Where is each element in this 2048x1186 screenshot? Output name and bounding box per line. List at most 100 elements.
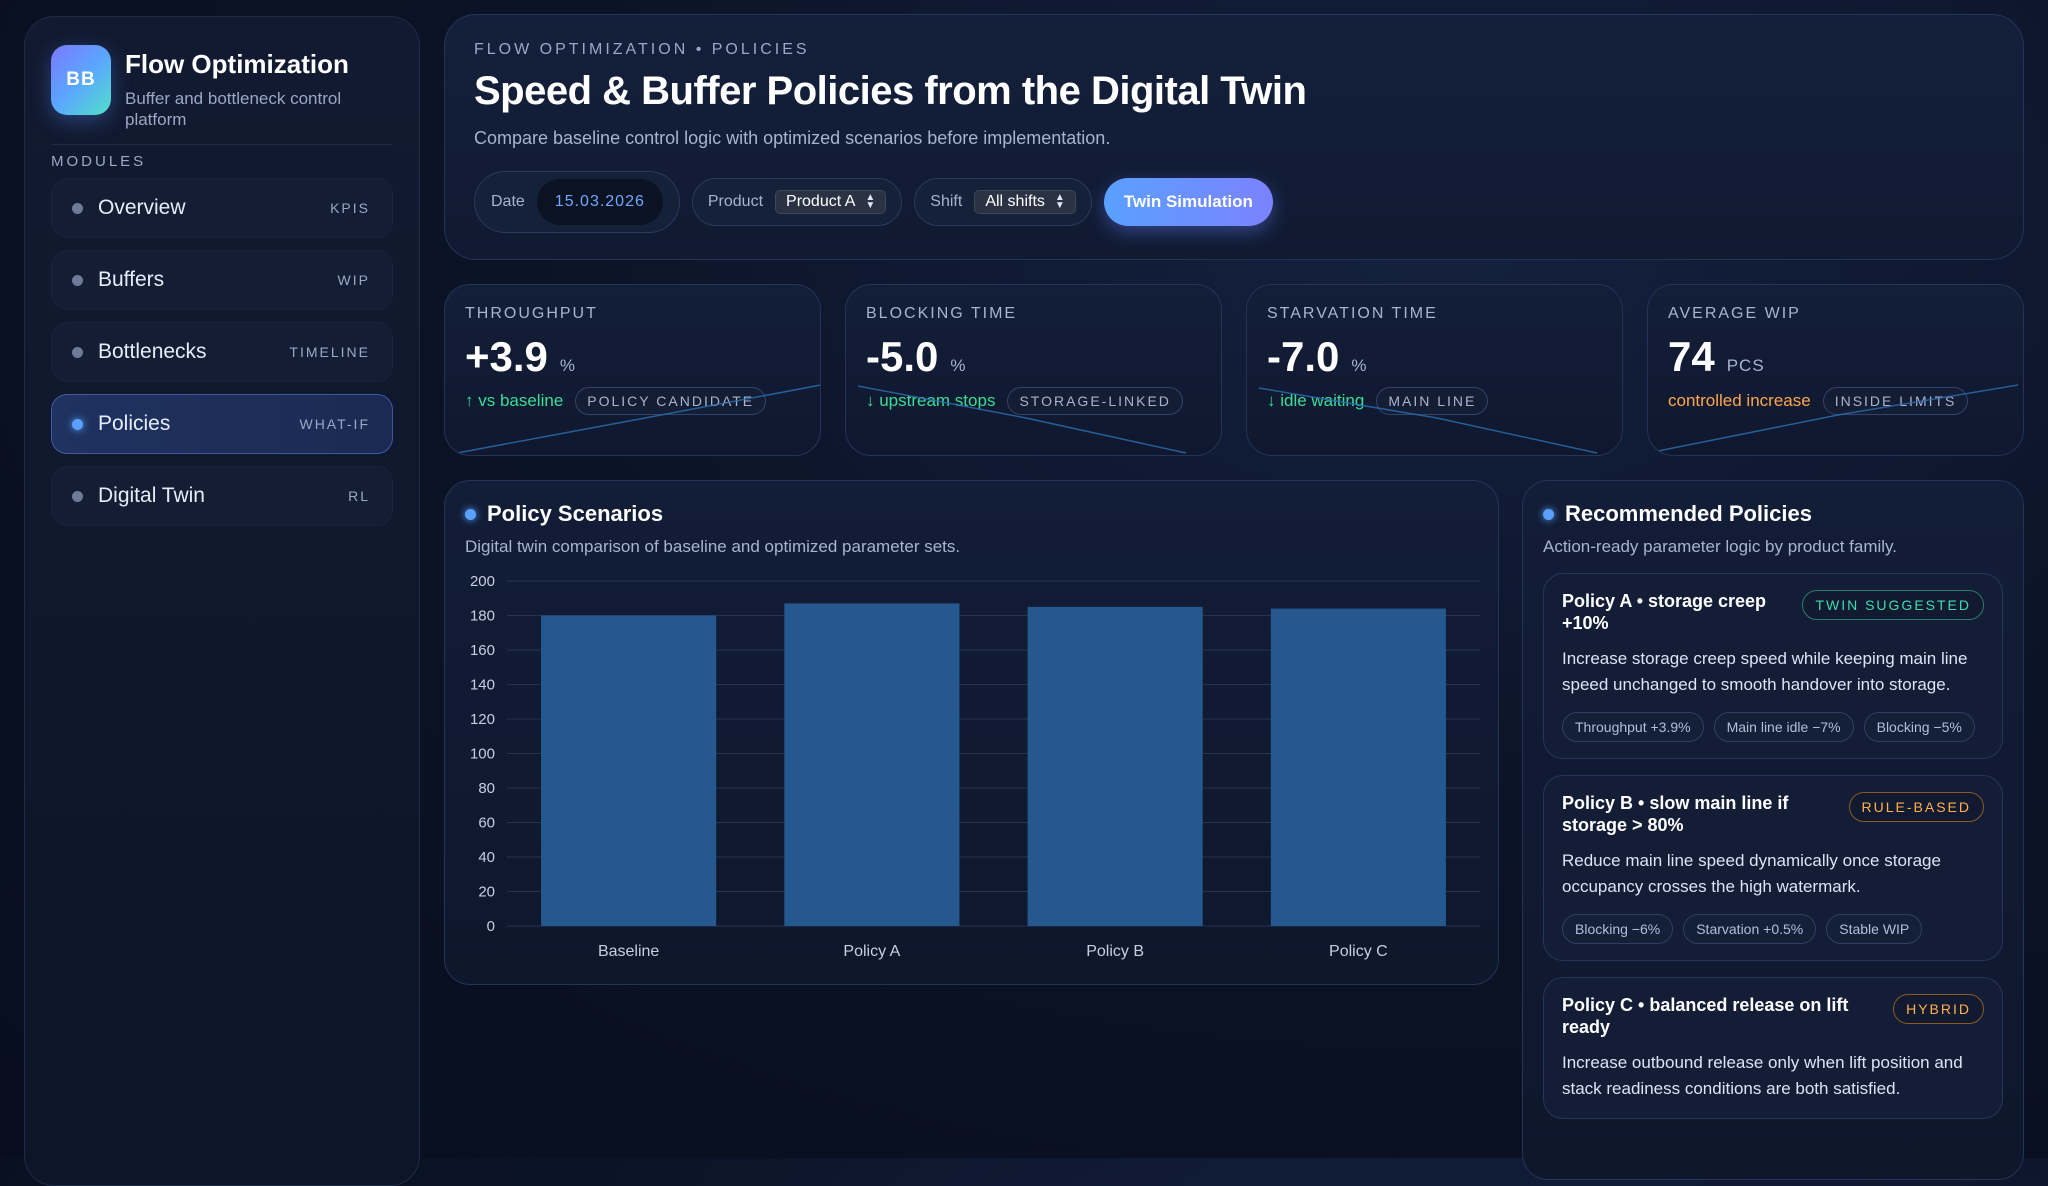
brand-title: Flow Optimization — [125, 49, 349, 79]
panel-title-text: Policy Scenarios — [487, 501, 664, 526]
product-filter: Product Product A ▲ ▼ — [691, 178, 903, 226]
kpi-value: -5.0 — [866, 333, 939, 380]
kpi-unit: % — [1351, 356, 1368, 375]
x-tick-label: Policy B — [1086, 943, 1144, 960]
policy-description: Reduce main line speed dynamically once … — [1562, 851, 1941, 896]
y-tick-label: 120 — [470, 711, 495, 728]
policy-chips: Throughput +3.9% Main line idle −7% Bloc… — [1562, 712, 1984, 742]
shift-label: Shift — [930, 193, 963, 210]
dot-icon — [72, 274, 83, 286]
metric-chip: Main line idle −7% — [1713, 712, 1854, 742]
kpi-pill: STORAGE-LINKED — [1007, 387, 1183, 415]
policy-chips: Blocking −6% Starvation +0.5% Stable WIP — [1562, 914, 1984, 944]
x-tick-label: Policy A — [843, 943, 900, 960]
status-badge: RULE-BASED — [1848, 792, 1984, 822]
dot-icon — [72, 202, 83, 214]
sidebar-item-tag: WHAT-IF — [299, 416, 370, 432]
x-tick-label: Policy C — [1329, 943, 1388, 960]
kpi-trend: ↓ idle waiting — [1267, 391, 1365, 410]
sidebar-item-label: Overview — [98, 196, 186, 219]
page-title: Speed & Buffer Policies from the Digital… — [474, 69, 1307, 113]
sparkline-icon — [1258, 387, 1598, 454]
y-tick-label: 100 — [470, 746, 495, 763]
chart-bar — [541, 615, 717, 926]
kpi-unit: % — [559, 356, 577, 375]
twin-simulation-button[interactable]: Twin Simulation — [1103, 178, 1273, 226]
chart-bar — [784, 603, 960, 926]
kpi-value: +3.9 — [465, 333, 548, 380]
kpi-pill: INSIDE LIMITS — [1822, 387, 1969, 415]
kpi-card-blocking-time: BLOCKING TIME -5.0 % ↓ upstream stops ST… — [845, 284, 1222, 456]
sidebar-item-label: Policies — [98, 412, 171, 435]
panel-subtitle: Action-ready parameter logic by product … — [1543, 537, 1898, 556]
sidebar-item-tag: WIP — [337, 272, 370, 288]
select-arrows-icon: ▲ ▼ — [1054, 192, 1065, 211]
y-tick-label: 80 — [478, 780, 495, 797]
sidebar-item-policies[interactable]: Policies WHAT-IF — [51, 394, 393, 454]
status-badge: HYBRID — [1893, 994, 1984, 1024]
y-tick-label: 180 — [470, 608, 495, 625]
panel-title: Recommended Policies — [1543, 501, 2003, 527]
status-badge: TWIN SUGGESTED — [1802, 590, 1984, 620]
metric-chip: Blocking −5% — [1863, 712, 1975, 742]
panel-subtitle: Digital twin comparison of baseline and … — [465, 537, 961, 556]
header-panel: FLOW OPTIMIZATION • POLICIES Speed & Buf… — [444, 14, 2024, 260]
kpi-label: THROUGHPUT — [465, 305, 598, 322]
sidebar-item-tag: TIMELINE — [289, 344, 370, 360]
policy-card-b[interactable]: Policy B • slow main line if storage > 8… — [1543, 775, 2003, 961]
y-tick-label: 140 — [470, 677, 495, 694]
product-select[interactable]: Product A ▲ ▼ — [775, 190, 887, 214]
metric-chip: Starvation +0.5% — [1683, 914, 1817, 944]
chart-bar — [1270, 608, 1446, 926]
sidebar-item-tag: KPIS — [330, 200, 370, 216]
kpi-label: STARVATION TIME — [1267, 305, 1438, 322]
page-subtitle: Compare baseline control logic with opti… — [474, 128, 1111, 148]
shift-filter: Shift All shifts ▲ ▼ — [914, 178, 1092, 226]
panel-title: Policy Scenarios — [465, 501, 1478, 527]
product-label: Product — [707, 193, 764, 210]
policy-card-c[interactable]: Policy C • balanced release on lift read… — [1543, 977, 2003, 1119]
product-select-value: Product A — [786, 193, 856, 210]
sidebar-item-bottlenecks[interactable]: Bottlenecks TIMELINE — [51, 322, 393, 382]
kpi-card-starvation-time: STARVATION TIME -7.0 % ↓ idle waiting MA… — [1246, 284, 1623, 456]
dot-icon — [72, 490, 83, 502]
policy-scenarios-panel: Policy Scenarios Digital twin comparison… — [444, 480, 1499, 985]
date-filter: Date 15.03.2026 — [474, 171, 680, 233]
x-tick-label: Baseline — [598, 943, 659, 960]
y-tick-label: 160 — [470, 642, 495, 659]
sidebar-item-tag: RL — [348, 488, 370, 504]
policy-title: Policy B • slow main line if storage > 8… — [1562, 793, 1789, 835]
policy-description: Increase outbound release only when lift… — [1562, 1053, 1963, 1098]
kpi-unit: % — [950, 356, 967, 375]
brand: BB Flow Optimization Buffer and bottlene… — [51, 45, 393, 130]
sidebar-item-label: Bottlenecks — [98, 340, 207, 363]
dot-icon — [72, 418, 83, 430]
y-tick-label: 200 — [470, 573, 495, 590]
kpi-value: 74 — [1668, 333, 1715, 380]
kpi-unit: PCS — [1726, 356, 1765, 375]
policy-title: Policy C • balanced release on lift read… — [1562, 995, 1849, 1037]
sidebar-item-buffers[interactable]: Buffers WIP — [51, 250, 393, 310]
sparkline-icon — [857, 385, 1187, 454]
sidebar-item-digital-twin[interactable]: Digital Twin RL — [51, 466, 393, 526]
sidebar-item-overview[interactable]: Overview KPIS — [51, 178, 393, 238]
chart-bar — [1027, 606, 1203, 926]
policy-card-a[interactable]: Policy A • storage creep +10% TWIN SUGGE… — [1543, 573, 2003, 759]
filter-controls: Date 15.03.2026 Product Product A ▲ ▼ Shi… — [474, 171, 1994, 233]
shift-select[interactable]: All shifts ▲ ▼ — [974, 190, 1076, 214]
panel-title-text: Recommended Policies — [1565, 501, 1812, 526]
sparkline-icon — [1657, 384, 2019, 452]
policy-title: Policy A • storage creep +10% — [1562, 591, 1767, 633]
sidebar-item-label: Digital Twin — [98, 484, 205, 507]
sidebar-nav: Overview KPIS Buffers WIP Bottlenecks TI… — [51, 178, 393, 526]
dot-icon — [1543, 508, 1554, 520]
kpi-label: BLOCKING TIME — [866, 305, 1018, 322]
sidebar: BB Flow Optimization Buffer and bottlene… — [24, 16, 420, 1186]
y-tick-label: 0 — [487, 918, 495, 935]
date-input[interactable]: 15.03.2026 — [536, 179, 663, 225]
kpi-trend: ↑ vs baseline — [465, 391, 564, 410]
bar-chart: 0 20 40 60 80 100 120 140 160 180 200 Baseline Polic… — [470, 573, 1480, 960]
dot-icon — [465, 508, 476, 520]
kpi-value: -7.0 — [1267, 333, 1340, 380]
sidebar-item-label: Buffers — [98, 268, 165, 291]
